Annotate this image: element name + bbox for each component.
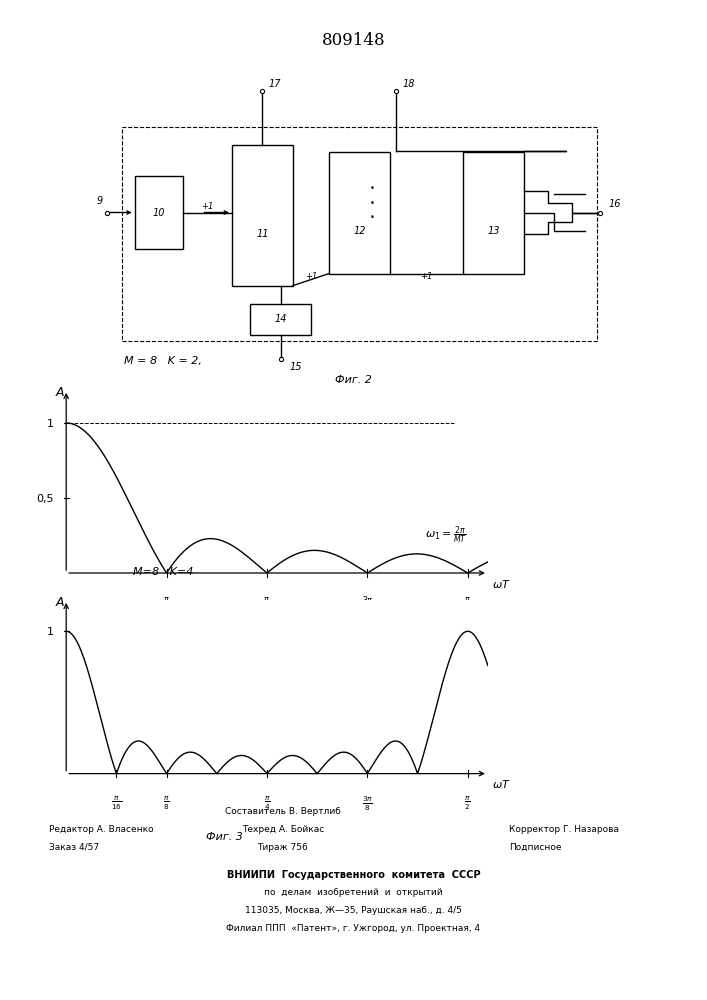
Text: Составитель В. Вертлиб: Составитель В. Вертлиб [225,807,341,816]
Text: A: A [56,386,64,399]
Text: Фиг. 2: Фиг. 2 [335,375,372,385]
Text: 12: 12 [354,226,366,236]
Text: $\omega_1 = \frac{2\pi}{MT}$: $\omega_1 = \frac{2\pi}{MT}$ [425,525,467,546]
Bar [250,304,311,334]
Text: Тираж 756: Тираж 756 [257,843,308,852]
Text: Редактор А. Власенко: Редактор А. Власенко [49,825,154,834]
Text: 15: 15 [290,362,302,372]
Text: 113035, Москва, Ж—35, Раушская наб., д. 4/5: 113035, Москва, Ж—35, Раушская наб., д. … [245,906,462,915]
Text: Фиг. 3: Фиг. 3 [206,832,243,842]
Bar [329,151,390,273]
Text: по  делам  изобретений  и  открытий: по делам изобретений и открытий [264,888,443,897]
Text: 17: 17 [269,79,281,89]
Text: Филиал ППП  «Патент», г. Ужгород, ул. Проектная, 4: Филиал ППП «Патент», г. Ужгород, ул. Про… [226,924,481,933]
Text: 9: 9 [96,196,103,206]
Text: M=8   K=4: M=8 K=4 [133,567,194,577]
Bar [463,151,524,273]
Text: 16: 16 [609,199,621,209]
Text: •
•
•: • • • [369,184,374,222]
Text: 18: 18 [402,79,414,89]
Text: ВНИИПИ  Государственного  комитета  СССР: ВНИИПИ Государственного комитета СССР [227,870,480,880]
Text: A: A [56,596,64,609]
Bar [232,145,293,286]
Text: +1: +1 [420,272,433,281]
Text: 11: 11 [256,229,269,239]
Text: $\omega T$: $\omega T$ [492,578,511,589]
Text: $\omega T$: $\omega T$ [492,778,511,790]
Text: +1: +1 [201,202,214,211]
Text: Подписное: Подписное [509,843,561,852]
Text: 809148: 809148 [322,32,385,49]
Text: 10: 10 [153,208,165,218]
Text: M = 8   K = 2,: M = 8 K = 2, [124,356,202,366]
Bar [134,176,183,249]
Text: Заказ 4/57: Заказ 4/57 [49,843,100,852]
Text: 14: 14 [274,314,287,324]
Text: +1: +1 [305,272,317,281]
Text: Техред А. Бойкас: Техред А. Бойкас [242,825,324,834]
Text: Корректор Г. Назарова: Корректор Г. Назарова [509,825,619,834]
Text: 13: 13 [487,226,500,236]
